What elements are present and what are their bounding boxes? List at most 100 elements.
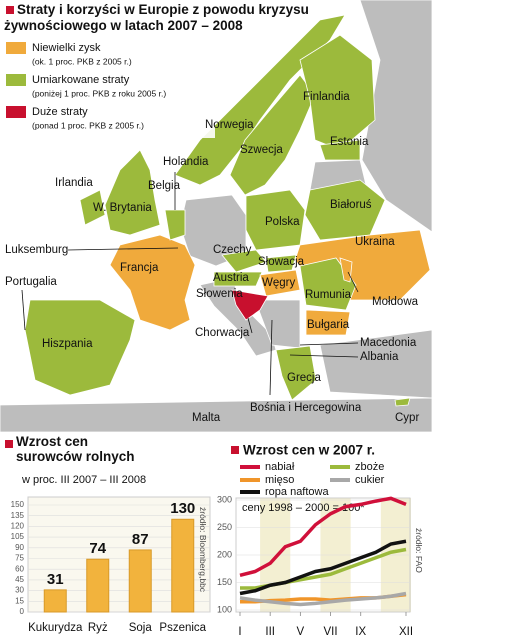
country-label: Chorwacja — [195, 327, 250, 339]
y-tick-label: 150 — [217, 577, 232, 587]
legend-label: nabiał — [265, 461, 295, 473]
croatia — [231, 289, 269, 321]
legend-label: Umiarkowane straty — [32, 74, 130, 86]
country-label: Cypr — [395, 412, 419, 424]
value-label: 74 — [89, 540, 106, 557]
cyprus — [394, 397, 411, 407]
ireland — [79, 189, 106, 226]
legend-label: ropa naftowa — [265, 486, 329, 498]
legend-swatch — [6, 74, 26, 86]
leader-lines — [21, 172, 359, 396]
legend-label: Duże straty — [32, 106, 88, 118]
map-title-box: Straty i korzyści w Europie z powodu kry… — [4, 2, 309, 33]
iberia — [24, 299, 136, 396]
chart-title: Wzrost cen w 2007 r. — [243, 443, 375, 458]
uk — [104, 149, 161, 236]
x-tick-label: I — [238, 626, 241, 638]
country-label: Irlandia — [55, 177, 93, 189]
country-label: Macedonia — [360, 337, 417, 349]
y-tick-label: 90 — [15, 543, 24, 552]
x-tick-label: IX — [355, 626, 366, 638]
legend-label: mięso — [265, 474, 294, 486]
title-box: Wzrost cen surowców rolnych — [16, 434, 135, 464]
benelux — [164, 209, 186, 241]
country-label: Rumunia — [305, 289, 352, 301]
africa — [0, 397, 433, 433]
charts: Wzrost cen surowców rolnych w proc. III 2… — [5, 434, 424, 638]
title-marker — [231, 446, 239, 454]
france — [109, 234, 196, 331]
bar — [43, 589, 67, 613]
country-label: Szwecja — [240, 144, 283, 156]
y-tick-label: 15 — [15, 596, 24, 605]
country-label: Słowenia — [196, 288, 243, 300]
slovakia — [265, 254, 297, 273]
x-tick-label: III — [265, 626, 275, 638]
country-label: Ukraina — [355, 236, 395, 248]
country-label: Węgry — [262, 277, 295, 289]
y-tick-label: 75 — [15, 554, 24, 563]
bar — [171, 518, 195, 613]
title-marker — [5, 440, 13, 448]
finland — [299, 34, 376, 151]
x-tick-label: Kukurydza — [28, 622, 83, 634]
estonia — [319, 139, 361, 161]
moldova — [339, 257, 353, 283]
value-label: 130 — [170, 500, 195, 517]
value-label: 87 — [132, 531, 149, 548]
country-label: Francja — [120, 262, 159, 274]
country-label: Finlandia — [303, 91, 350, 103]
series-line — [239, 496, 407, 578]
country-label: Białoruś — [330, 199, 372, 211]
source: źródło: Bloomberg,bbc — [198, 507, 208, 593]
sweden — [229, 74, 316, 196]
bulgaria — [305, 309, 351, 336]
country-label: Słowacja — [258, 256, 305, 268]
country-label: Bułgaria — [307, 319, 350, 331]
map-title: Straty i korzyści w Europie z powodu kry… — [4, 2, 309, 33]
country-label: Austria — [213, 272, 249, 284]
legend-note: (ok. 1 proc. PKB z 2005 r.) — [32, 56, 132, 66]
y-tick-label: 105 — [11, 532, 25, 541]
country-label: Portugalia — [5, 276, 57, 288]
map-labels: Finlandia Norwegia Szwecja Estonia Holandia I… — [5, 91, 419, 424]
country-label: Albania — [360, 351, 399, 363]
country-label: Hiszpania — [42, 338, 93, 350]
country-label: Grecja — [287, 372, 321, 384]
y-tick-label: 250 — [217, 522, 232, 532]
x-tick-label: XII — [399, 626, 413, 638]
y-tick-label: 150 — [11, 500, 25, 509]
country-label: Estonia — [330, 136, 369, 148]
y-tick-label: 200 — [217, 549, 232, 559]
legend-note: (ponad 1 proc. PKB z 2005 r.) — [32, 120, 144, 130]
legend-label: Niewielki zysk — [32, 42, 101, 54]
country-label: W. Brytania — [93, 202, 152, 214]
country-label: Bośnia i Hercegowina — [250, 402, 362, 414]
y-tick-label: 30 — [15, 586, 24, 595]
x-tick-label: V — [297, 626, 305, 638]
series-line — [239, 591, 407, 607]
austria — [213, 271, 263, 287]
country-label: Polska — [265, 216, 300, 228]
country-label: Mołdowa — [372, 296, 419, 308]
bar — [128, 549, 152, 613]
legend-swatch — [6, 106, 26, 118]
legend-label: cukier — [355, 474, 385, 486]
title-marker — [6, 6, 14, 14]
country-label: Holandia — [163, 156, 209, 168]
series-line — [239, 539, 407, 596]
y-tick-label: 100 — [217, 604, 232, 614]
bar — [86, 558, 110, 613]
country-label: Norwegia — [205, 119, 254, 131]
y-tick-label: 135 — [11, 511, 25, 520]
source: źródło: FAO — [414, 528, 424, 573]
value-label: 31 — [47, 571, 64, 588]
legend-note: (poniżej 1 proc. PKB z roku 2005 r.) — [32, 88, 166, 98]
legend-swatch — [6, 42, 26, 54]
x-tick-label: Soja — [129, 622, 153, 634]
map-legend: Niewielki zysk (ok. 1 proc. PKB z 2005 r.… — [6, 42, 166, 130]
y-tick-label: 45 — [15, 575, 24, 584]
hungary — [259, 269, 301, 297]
x-tick-label: VII — [324, 626, 338, 638]
chart-subtitle: w proc. III 2007 – III 2008 — [21, 474, 146, 486]
